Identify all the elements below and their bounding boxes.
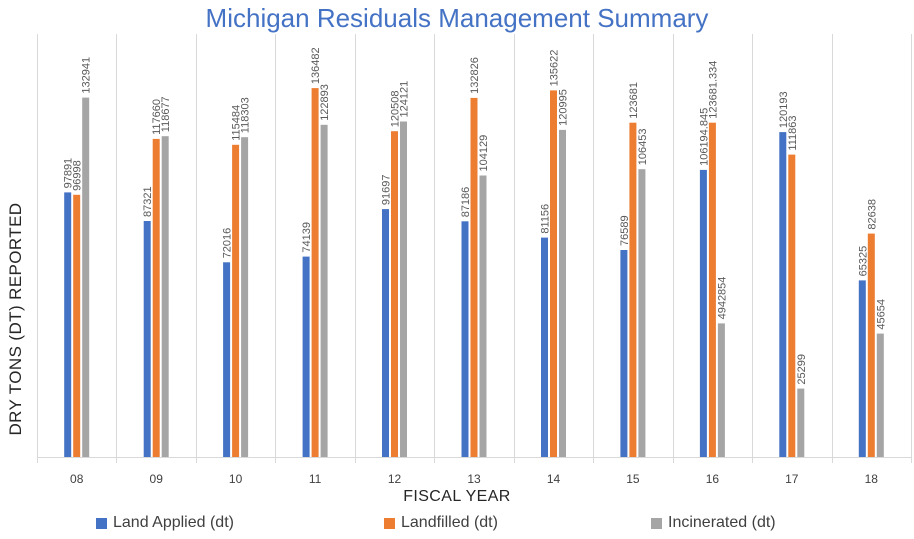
bar-landfilled-09[interactable]: [152, 138, 160, 457]
legend-swatch-incinerated: [651, 517, 662, 529]
legend-swatch-landfilled: [384, 517, 395, 529]
data-label-landfilled-09: 117660: [151, 99, 163, 135]
bar-incinerated-16[interactable]: [717, 323, 725, 457]
data-label-landfilled-10: 115484: [231, 105, 243, 141]
data-label-landfilled-15: 123681: [628, 82, 640, 119]
bar-incinerated-18[interactable]: [876, 333, 884, 457]
bar-incinerated-09[interactable]: [161, 136, 169, 457]
data-label-land-applied-08: 97891: [63, 158, 75, 189]
bar-incinerated-17[interactable]: [797, 388, 805, 457]
bar-land-applied-13[interactable]: [461, 221, 469, 457]
legend-label-land-applied: Land Applied (dt): [113, 514, 234, 531]
bar-land-applied-10[interactable]: [223, 262, 231, 457]
x-tick-label-10: 10: [229, 472, 243, 486]
bar-land-applied-08[interactable]: [64, 192, 72, 457]
data-label-land-applied-17: 120193: [778, 91, 790, 128]
legend-item-incinerated[interactable]: Incinerated (dt): [651, 512, 776, 534]
bar-incinerated-10[interactable]: [241, 137, 249, 457]
chart-title: Michigan Residuals Management Summary: [205, 3, 709, 33]
bar-land-applied-09[interactable]: [143, 221, 151, 457]
x-tick-label-08: 08: [70, 472, 84, 486]
bar-incinerated-14[interactable]: [559, 129, 566, 457]
data-label-incinerated-08: 132941: [81, 57, 93, 94]
data-label-landfilled-11: 136482: [310, 47, 322, 84]
x-tick-label-17: 17: [785, 472, 799, 486]
data-label-incinerated-15: 106453: [637, 128, 649, 165]
data-label-land-applied-10: 72016: [222, 228, 234, 259]
x-tick-label-09: 09: [150, 472, 164, 486]
data-label-land-applied-18: 65325: [857, 246, 869, 277]
data-label-incinerated-13: 104129: [478, 135, 490, 172]
data-label-incinerated-09: 118677: [160, 96, 172, 132]
legend-swatch-land-applied: [96, 517, 107, 529]
data-label-landfilled-08: 96998: [72, 160, 84, 191]
x-tick-label-15: 15: [626, 472, 640, 486]
x-tick-label-16: 16: [706, 472, 720, 486]
data-label-landfilled-17: 111863: [787, 116, 799, 151]
data-label-land-applied-12: 91697: [381, 175, 393, 206]
x-tick-label-14: 14: [547, 472, 561, 486]
data-label-land-applied-09: 87321: [142, 186, 154, 217]
x-tick-label-12: 12: [388, 472, 402, 486]
bar-landfilled-17[interactable]: [788, 154, 796, 457]
x-axis-title: FISCAL YEAR: [403, 488, 511, 505]
data-label-land-applied-13: 87186: [460, 187, 472, 218]
data-label-land-applied-11: 74139: [301, 222, 313, 253]
bar-incinerated-13[interactable]: [479, 175, 487, 458]
bar-landfilled-10[interactable]: [232, 144, 240, 458]
data-label-land-applied-16: 106194.845: [698, 108, 710, 166]
data-label-landfilled-13: 132826: [469, 57, 481, 94]
bar-land-applied-16[interactable]: [699, 169, 707, 457]
data-label-incinerated-14: 120995: [558, 89, 570, 126]
x-tick-label-11: 11: [309, 472, 322, 486]
legend-label-landfilled: Landfilled (dt): [401, 514, 498, 531]
bar-incinerated-08[interactable]: [82, 97, 90, 457]
bar-land-applied-11[interactable]: [302, 256, 310, 457]
data-label-landfilled-12: 120508: [390, 90, 402, 127]
bar-landfilled-12[interactable]: [391, 131, 398, 457]
bar-landfilled-14[interactable]: [550, 90, 557, 458]
x-tick-label-18: 18: [865, 472, 879, 486]
bar-land-applied-18[interactable]: [858, 280, 866, 457]
bar-incinerated-15[interactable]: [638, 169, 646, 457]
bar-land-applied-15[interactable]: [620, 250, 628, 457]
data-label-incinerated-18: 45654: [875, 299, 887, 330]
data-label-landfilled-16: 123681.334: [707, 61, 719, 119]
data-label-land-applied-15: 76589: [619, 215, 631, 246]
bar-landfilled-18[interactable]: [867, 233, 875, 457]
bar-land-applied-14[interactable]: [541, 237, 548, 457]
data-label-incinerated-11: 122893: [319, 84, 331, 121]
data-label-land-applied-14: 81156: [540, 204, 552, 234]
bar-landfilled-16[interactable]: [708, 122, 716, 457]
data-label-incinerated-16: 4942854: [716, 277, 728, 320]
data-label-landfilled-14: 135622: [549, 50, 561, 87]
bar-incinerated-11[interactable]: [320, 124, 328, 458]
bar-landfilled-15[interactable]: [629, 122, 637, 457]
legend-item-landfilled[interactable]: Landfilled (dt): [384, 512, 498, 534]
x-tick-label-13: 13: [467, 472, 481, 486]
bar-land-applied-12[interactable]: [382, 209, 389, 457]
legend-label-incinerated: Incinerated (dt): [668, 514, 776, 531]
bar-landfilled-11[interactable]: [311, 88, 319, 457]
bar-incinerated-12[interactable]: [400, 121, 407, 458]
bar-land-applied-17[interactable]: [779, 132, 787, 457]
data-label-incinerated-17: 25299: [796, 354, 808, 385]
bar-landfilled-08[interactable]: [73, 194, 81, 458]
data-label-incinerated-12: 124121: [399, 81, 411, 118]
legend-item-land-applied[interactable]: Land Applied (dt): [96, 512, 234, 534]
bar-landfilled-13[interactable]: [470, 97, 478, 458]
data-label-landfilled-18: 82638: [866, 199, 878, 230]
data-label-incinerated-10: 118303: [240, 97, 252, 133]
